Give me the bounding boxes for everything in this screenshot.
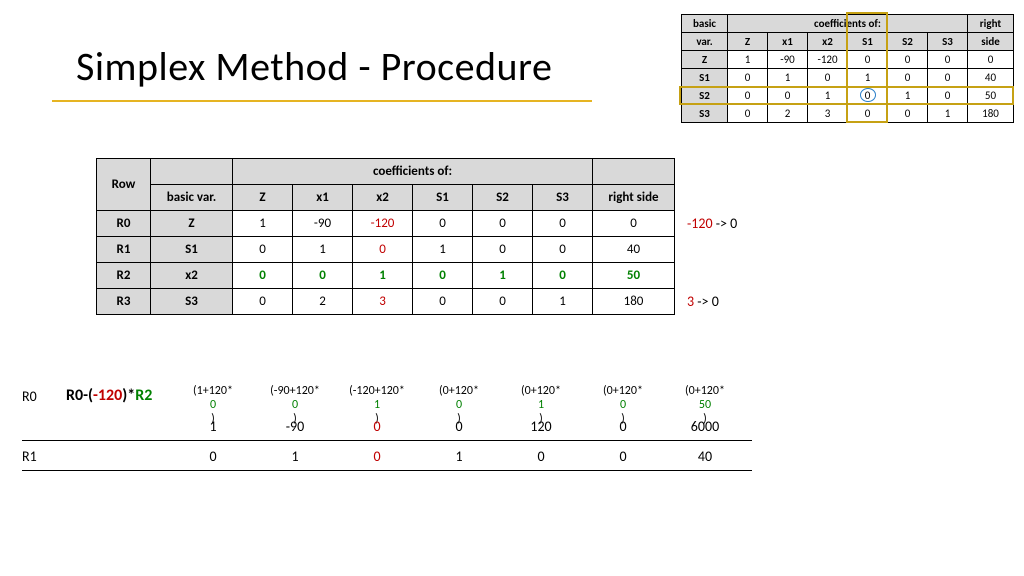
divider	[22, 470, 752, 471]
side-note: -120 -> 0	[687, 215, 737, 232]
side-note: 3 -> 0	[687, 293, 719, 310]
rowop-r1-values: 01010040	[172, 448, 746, 465]
simplex-main-table: Rowcoefficients of:basic var.Zx1x2S1S2S3…	[96, 158, 675, 315]
simplex-small-table: basiccoefficients of:rightvar.Zx1x2S1S2S…	[681, 14, 1014, 123]
title-underline	[52, 100, 592, 102]
rowop-r0-label: R0	[22, 388, 37, 405]
rowop-r1-label: R1	[22, 448, 37, 465]
page-title: Simplex Method - Procedure	[76, 42, 552, 91]
divider	[22, 440, 752, 441]
rowop-r0-values: 1-900012006000	[172, 418, 746, 435]
rowop-r0-formula: R0-(-120)*R2	[66, 386, 152, 405]
